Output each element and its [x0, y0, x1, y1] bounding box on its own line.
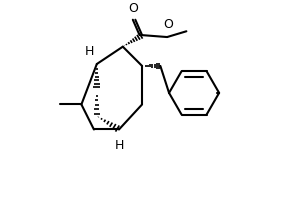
Text: H: H	[115, 139, 125, 152]
Text: O: O	[164, 18, 174, 31]
Text: H: H	[84, 45, 94, 58]
Text: O: O	[128, 2, 138, 15]
